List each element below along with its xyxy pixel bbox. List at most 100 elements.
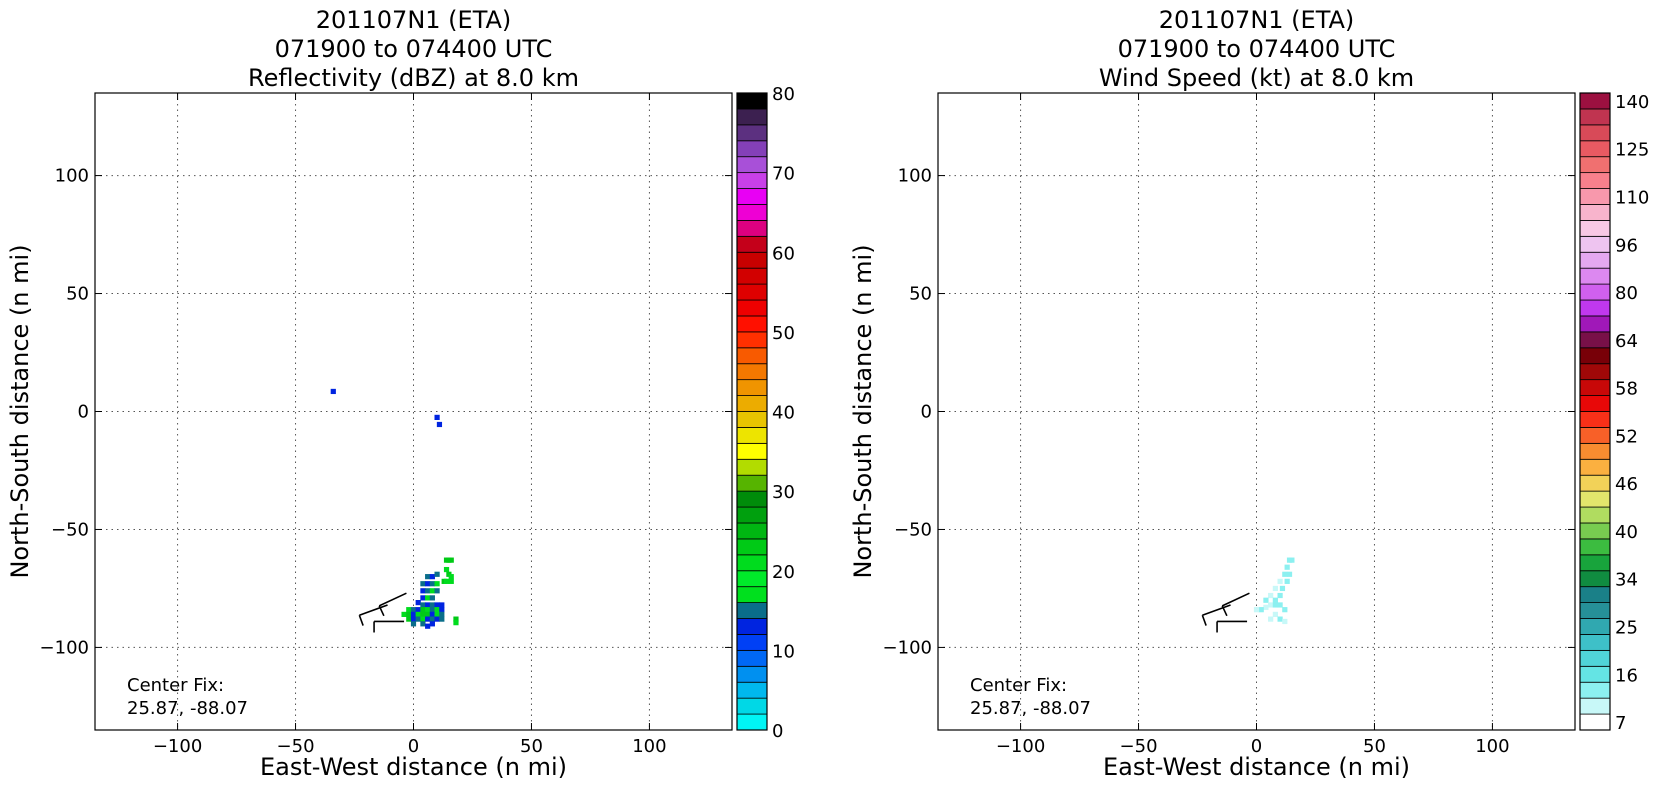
colorbar-segment: [1579, 490, 1611, 508]
x-tick-label: 100: [632, 736, 666, 757]
data-cell: [1272, 611, 1278, 617]
chart-title-line: Wind Speed (kt) at 8.0 km: [1099, 64, 1414, 92]
colorbar-segment: [1579, 681, 1611, 699]
data-cell: [448, 578, 454, 584]
colorbar-segment: [1579, 251, 1611, 269]
colorbar-segment: [736, 331, 768, 349]
data-cell: [434, 607, 440, 613]
colorbar-segment: [1579, 124, 1611, 142]
colorbar-tick-label: 96: [1615, 235, 1638, 256]
colorbar-segment: [736, 570, 768, 588]
data-cell: [439, 607, 445, 613]
colorbar-segment: [1579, 299, 1611, 317]
y-tick-label: −50: [51, 519, 89, 540]
colorbar-segment: [1579, 713, 1611, 731]
data-cell: [1268, 592, 1274, 599]
colorbar-segment: [1579, 427, 1611, 444]
colorbar-tick-label: 20: [772, 562, 795, 583]
colorbar-segment: [1579, 235, 1611, 253]
data-cell: [425, 611, 431, 617]
colorbar-tick-label: 25: [1615, 617, 1638, 638]
y-tick-label: −100: [40, 637, 89, 658]
colorbar-segment: [736, 124, 768, 142]
colorbar-segment: [736, 363, 768, 381]
colorbar-segment: [1579, 156, 1611, 174]
colorbar-segment: [1579, 204, 1611, 221]
data-cell: [1272, 602, 1278, 608]
data-cell: [406, 607, 412, 613]
colorbar-segment: [1579, 108, 1611, 126]
data-cell: [1277, 578, 1283, 584]
data-cell: [425, 574, 431, 580]
colorbar-segment: [736, 458, 768, 476]
data-cell: [420, 602, 426, 608]
data-cell: [429, 621, 435, 627]
y-tick-label: 100: [55, 166, 89, 187]
colorbar-segment: [736, 156, 768, 174]
y-tick-label: 50: [66, 284, 89, 305]
colorbar-segment: [736, 140, 768, 158]
data-cell: [429, 602, 435, 608]
colorbar-segment: [1579, 474, 1611, 492]
colorbar-segment: [1579, 140, 1611, 158]
data-cell: [410, 616, 417, 622]
colorbar-segment: [1579, 697, 1611, 715]
colorbar-segment: [1579, 570, 1611, 588]
colorbar-segment: [1579, 538, 1611, 556]
chart-title-line: 071900 to 074400 UTC: [1118, 35, 1396, 63]
data-cell: [443, 578, 450, 584]
y-tick-label: 100: [898, 166, 932, 187]
data-cell: [434, 616, 440, 622]
wind-barb: [1201, 604, 1231, 626]
data-cell: [1282, 618, 1288, 625]
data-cell: [420, 621, 426, 627]
colorbar-segment: [1579, 92, 1611, 110]
x-tick-label: 0: [1251, 736, 1262, 757]
wind-barb-flag: [358, 614, 364, 626]
x-tick-label: 0: [408, 736, 419, 757]
data-cell: [434, 602, 440, 608]
data-cell: [425, 616, 431, 622]
colorbar-frame: [1579, 92, 1611, 731]
colorbar-tick-label: 58: [1615, 379, 1638, 400]
chart-title-line: 071900 to 074400 UTC: [275, 35, 553, 63]
colorbar-segment: [1579, 618, 1611, 635]
colorbar-segment: [1579, 522, 1611, 540]
colorbar-segment: [736, 665, 768, 683]
data-cell: [1289, 557, 1295, 563]
data-cell: [425, 595, 431, 601]
colorbar-tick-label: 50: [772, 323, 795, 344]
chart-title-line: 201107N1 (ETA): [1159, 6, 1355, 34]
data-cell: [1258, 607, 1264, 613]
y-tick-label: −50: [894, 519, 932, 540]
data-cell: [420, 616, 426, 622]
data-cell: [429, 581, 435, 587]
x-tick-label: 50: [520, 736, 543, 757]
x-tick-label: 50: [1363, 736, 1386, 757]
data-cell: [420, 611, 426, 617]
wind-barb-shaft: [1202, 604, 1231, 616]
data-cell: [410, 621, 417, 627]
data-cell: [443, 566, 450, 573]
data-cell: [434, 571, 440, 577]
y-tick-label: 50: [909, 284, 932, 305]
data-cell: [429, 574, 435, 580]
chart-title-line: Reflectivity (dBZ) at 8.0 km: [248, 64, 579, 92]
colorbar-segment: [736, 283, 768, 301]
colorbar-segment: [736, 92, 768, 110]
colorbar-tick-label: 30: [772, 482, 795, 503]
colorbar-segment: [736, 235, 768, 253]
colorbar-segment: [1579, 395, 1611, 412]
colorbar-segment: [736, 219, 768, 237]
colorbar-segment: [736, 442, 768, 460]
colorbar-segment: [736, 697, 768, 715]
colorbar-tick-label: 140: [1615, 92, 1649, 113]
colorbar-segment: [1579, 634, 1611, 651]
data-cell: [448, 574, 454, 580]
data-cell: [1277, 592, 1283, 599]
data-cell: [453, 616, 459, 622]
colorbar-segment: [736, 267, 768, 285]
data-cell: [425, 602, 431, 608]
data-cell: [1272, 585, 1278, 592]
plot-area: [95, 93, 732, 730]
